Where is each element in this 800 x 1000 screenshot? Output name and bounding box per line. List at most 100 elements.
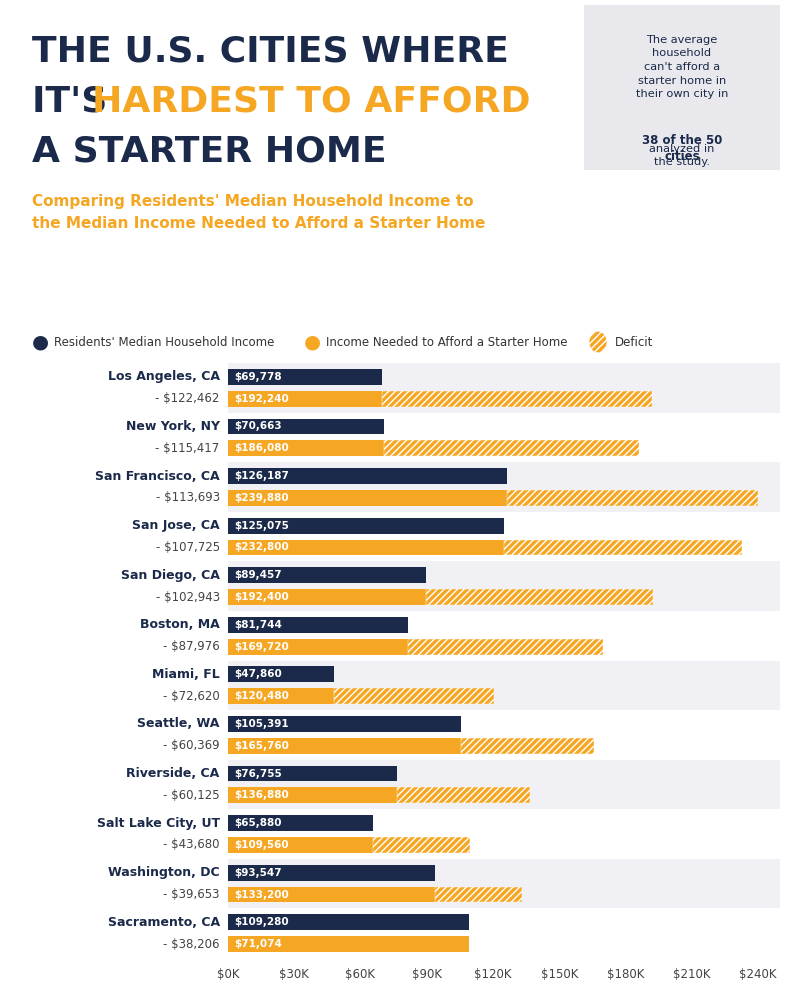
- Bar: [228, 369, 382, 385]
- Text: $239,880: $239,880: [234, 493, 290, 503]
- Bar: [228, 512, 780, 561]
- Bar: [228, 716, 461, 732]
- Text: $47,860: $47,860: [234, 669, 282, 679]
- Text: $76,755: $76,755: [234, 769, 282, 779]
- Bar: [506, 490, 758, 506]
- Bar: [228, 914, 470, 930]
- Text: $126,187: $126,187: [234, 471, 290, 481]
- Text: $109,560: $109,560: [234, 840, 290, 850]
- Bar: [228, 710, 780, 760]
- Text: $81,744: $81,744: [234, 620, 282, 630]
- Text: - $113,693: - $113,693: [155, 491, 220, 504]
- Text: $186,080: $186,080: [234, 443, 290, 453]
- Text: $133,200: $133,200: [234, 890, 290, 900]
- Text: ●: ●: [304, 332, 321, 352]
- Bar: [228, 468, 506, 484]
- Bar: [409, 639, 602, 655]
- Bar: [228, 413, 780, 462]
- Bar: [228, 738, 461, 754]
- Bar: [228, 809, 780, 859]
- Bar: [228, 540, 504, 555]
- Text: $109,280: $109,280: [234, 917, 290, 927]
- Text: Los Angeles, CA: Los Angeles, CA: [108, 370, 220, 383]
- Text: $169,720: $169,720: [234, 642, 290, 652]
- Text: - $38,206: - $38,206: [163, 938, 220, 951]
- Text: $69,778: $69,778: [234, 372, 282, 382]
- Bar: [228, 561, 780, 611]
- Bar: [228, 787, 398, 803]
- Bar: [384, 440, 639, 456]
- Text: New York, NY: New York, NY: [126, 420, 220, 433]
- Bar: [228, 815, 374, 831]
- Bar: [228, 391, 382, 407]
- Text: San Francisco, CA: San Francisco, CA: [95, 470, 220, 483]
- Bar: [334, 688, 494, 704]
- Text: Deficit: Deficit: [614, 336, 653, 349]
- Text: The average
household
can't afford a
starter home in
their own city in: The average household can't afford a sta…: [636, 35, 728, 99]
- Text: $93,547: $93,547: [234, 868, 282, 878]
- Bar: [426, 589, 653, 605]
- Text: $89,457: $89,457: [234, 570, 282, 580]
- Text: analyzed in
the study.: analyzed in the study.: [650, 144, 714, 167]
- Text: - $115,417: - $115,417: [155, 442, 220, 455]
- Text: $65,880: $65,880: [234, 818, 282, 828]
- Text: Boston, MA: Boston, MA: [140, 618, 220, 631]
- Text: ●: ●: [32, 332, 49, 352]
- Circle shape: [589, 331, 607, 353]
- Text: HARDEST TO AFFORD: HARDEST TO AFFORD: [92, 85, 530, 119]
- FancyBboxPatch shape: [576, 0, 788, 177]
- Bar: [228, 589, 426, 605]
- Bar: [228, 661, 780, 710]
- Bar: [228, 363, 780, 413]
- Text: - $60,369: - $60,369: [163, 739, 220, 752]
- Text: Seattle, WA: Seattle, WA: [138, 717, 220, 730]
- Text: $232,800: $232,800: [234, 542, 290, 552]
- Bar: [374, 837, 470, 853]
- Text: $136,880: $136,880: [234, 790, 290, 800]
- Bar: [228, 666, 334, 682]
- Text: 38 of the 50
cities: 38 of the 50 cities: [642, 134, 722, 163]
- Text: $192,240: $192,240: [234, 394, 290, 404]
- Text: IT'S: IT'S: [32, 85, 120, 119]
- Bar: [228, 611, 780, 660]
- Text: Miami, FL: Miami, FL: [152, 668, 220, 681]
- Bar: [228, 936, 470, 952]
- Text: Salt Lake City, UT: Salt Lake City, UT: [97, 817, 220, 830]
- Bar: [228, 865, 434, 881]
- Text: THE U.S. CITIES WHERE: THE U.S. CITIES WHERE: [32, 35, 509, 69]
- Bar: [228, 617, 409, 633]
- Text: $105,391: $105,391: [234, 719, 290, 729]
- Bar: [228, 462, 780, 512]
- Text: Sacramento, CA: Sacramento, CA: [107, 916, 220, 929]
- Bar: [228, 688, 334, 704]
- Text: - $39,653: - $39,653: [163, 888, 220, 901]
- Text: San Jose, CA: San Jose, CA: [132, 519, 220, 532]
- Text: the Median Income Needed to Afford a Starter Home: the Median Income Needed to Afford a Sta…: [32, 216, 486, 231]
- Text: Income Needed to Afford a Starter Home: Income Needed to Afford a Starter Home: [326, 336, 568, 349]
- Text: $71,074: $71,074: [234, 939, 282, 949]
- Bar: [228, 760, 780, 809]
- Text: $70,663: $70,663: [234, 421, 282, 431]
- Bar: [228, 859, 780, 908]
- Text: - $122,462: - $122,462: [155, 392, 220, 405]
- Text: - $60,125: - $60,125: [163, 789, 220, 802]
- Bar: [228, 837, 374, 853]
- Text: Washington, DC: Washington, DC: [108, 866, 220, 879]
- Bar: [434, 887, 522, 902]
- Text: San Diego, CA: San Diego, CA: [121, 569, 220, 582]
- Bar: [398, 787, 530, 803]
- Bar: [228, 419, 384, 434]
- Text: $165,760: $165,760: [234, 741, 290, 751]
- Bar: [228, 766, 398, 781]
- Text: $125,075: $125,075: [234, 521, 290, 531]
- Bar: [228, 567, 426, 583]
- Text: Riverside, CA: Riverside, CA: [126, 767, 220, 780]
- Bar: [382, 391, 653, 407]
- Text: - $87,976: - $87,976: [163, 640, 220, 653]
- Bar: [228, 490, 506, 506]
- Bar: [228, 887, 434, 902]
- Bar: [461, 738, 594, 754]
- Bar: [228, 440, 384, 456]
- Bar: [228, 908, 780, 958]
- Text: - $102,943: - $102,943: [155, 591, 220, 604]
